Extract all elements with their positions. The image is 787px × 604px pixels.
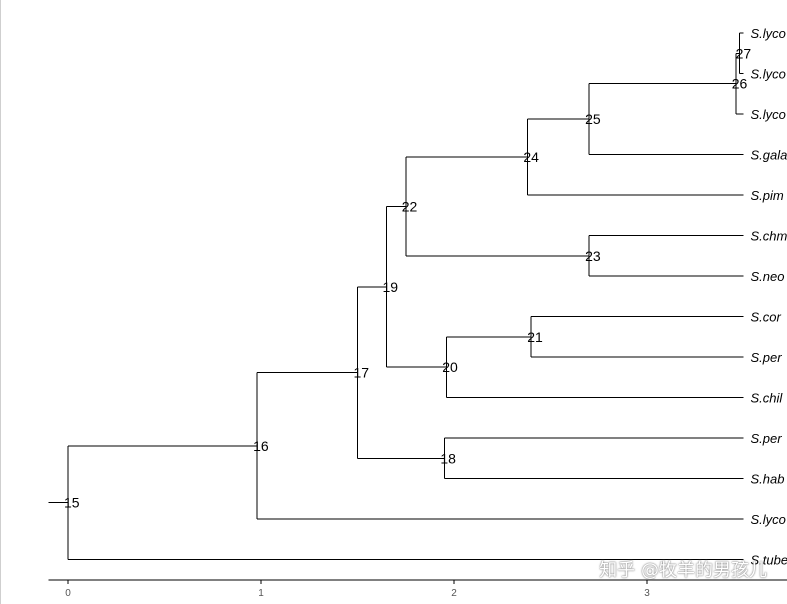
node-label-21: 21: [527, 329, 543, 345]
x-axis-tick-label-3: 3: [644, 588, 650, 599]
x-axis-tick-label-1: 1: [258, 588, 264, 599]
tip-label-7: S.neo: [751, 269, 785, 284]
tip-label-14: S.tube: [751, 553, 787, 568]
watermark: 知乎 @牧羊的男孩儿: [599, 560, 767, 581]
node-label-15: 15: [64, 495, 80, 511]
tip-label-1: S.lyco: [751, 26, 786, 41]
x-axis-tick-label-2: 2: [451, 588, 457, 599]
node-label-20: 20: [442, 359, 458, 375]
node-label-17: 17: [354, 365, 370, 381]
node-label-26: 26: [732, 76, 748, 92]
x-axis-tick-label-0: 0: [65, 588, 71, 599]
tip-label-10: S.chil: [751, 391, 784, 406]
node-label-18: 18: [440, 450, 456, 466]
tip-label-2: S.lyco: [751, 67, 786, 82]
node-label-23: 23: [585, 248, 601, 264]
node-label-25: 25: [585, 111, 601, 127]
tip-label-9: S.per: [751, 350, 783, 365]
node-label-27: 27: [736, 45, 752, 61]
node-label-24: 24: [523, 149, 539, 165]
tip-label-13: S.lyco: [751, 512, 786, 527]
node-label-16: 16: [253, 438, 269, 454]
tip-label-5: S.pim: [751, 188, 784, 203]
tip-label-3: S.lyco: [751, 107, 786, 122]
tip-label-4: S.gala: [751, 148, 787, 163]
tip-label-8: S.cor: [751, 310, 782, 325]
node-label-19: 19: [382, 279, 398, 295]
node-label-22: 22: [402, 198, 418, 214]
tip-label-12: S.hab: [751, 472, 785, 487]
tip-label-11: S.per: [751, 431, 783, 446]
tip-label-6: S.chm: [751, 229, 787, 244]
